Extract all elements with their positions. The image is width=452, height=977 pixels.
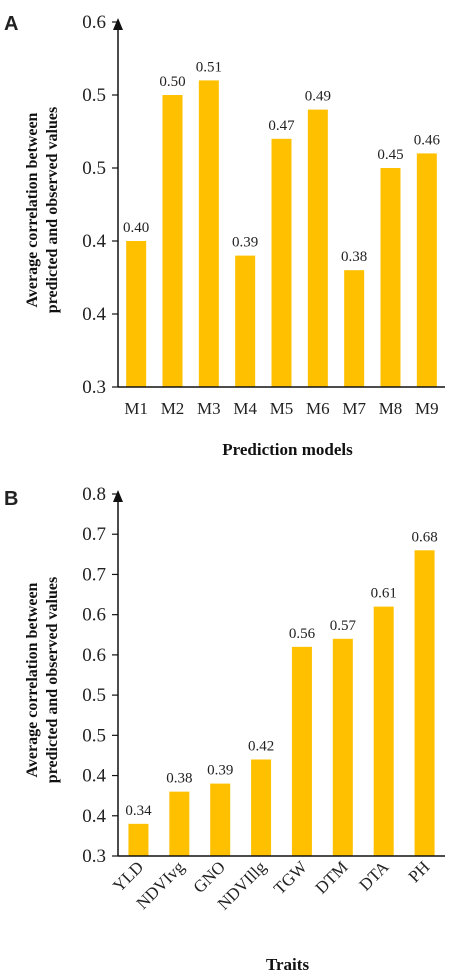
panel-a-bar <box>198 80 219 388</box>
panel-b-bar <box>332 638 353 856</box>
panel-b-y-tick-label: 0.4 <box>82 806 106 827</box>
panel-b: B Average correlation between predicted … <box>4 484 445 974</box>
panel-b-y-tick-label: 0.6 <box>82 605 106 626</box>
panel-b-y-axis-arrow <box>113 490 123 502</box>
panel-b-ylabel-line2: predicted and observed values <box>44 577 61 783</box>
panel-b-bar <box>210 783 231 856</box>
panel-b-y-tick-label: 0.4 <box>82 766 106 787</box>
panel-b-letter: B <box>4 488 18 510</box>
panel-b-data-label: 0.57 <box>330 618 357 634</box>
panel-b-bar <box>251 759 272 856</box>
panel-b-y-tick-label: 0.7 <box>82 524 106 545</box>
panel-a-data-label: 0.50 <box>159 74 185 90</box>
panel-b-y-ticks: 0.3 0.4 0.4 0.5 0.5 0.6 0.6 0.7 0.7 0.8 <box>82 484 118 867</box>
panel-b-bar <box>128 823 149 856</box>
panel-b-ylabel-line1: Average correlation between <box>24 582 41 777</box>
panel-a-y-tick-label: 0.3 <box>82 377 106 398</box>
panel-a-data-label: 0.40 <box>123 220 149 236</box>
panel-a-category-label: M7 <box>342 399 366 418</box>
panel-a-y-ticks: 0.3 0.4 0.4 0.5 0.5 0.6 <box>82 12 118 398</box>
panel-b-y-tick-label: 0.5 <box>82 725 106 746</box>
panel-a-bar <box>344 270 365 387</box>
panel-a-bar <box>126 241 147 387</box>
panel-a-data-label: 0.38 <box>341 249 367 265</box>
panel-a: A Average correlation between predicted … <box>4 12 445 459</box>
panel-a-category-label: M1 <box>124 399 148 418</box>
panel-a-y-tick-label: 0.6 <box>82 12 106 33</box>
panel-a-category-label: M3 <box>197 399 221 418</box>
panel-a-bar <box>235 255 256 387</box>
panel-a-data-labels: 0.40 0.50 0.51 0.39 0.47 0.49 0.38 0.45 0.46 <box>123 59 440 265</box>
panel-a-bar <box>271 138 292 387</box>
panel-b-data-label: 0.56 <box>289 626 316 642</box>
panel-a-data-label: 0.47 <box>268 118 295 134</box>
panel-a-bars <box>126 80 437 388</box>
panel-a-bar <box>416 153 437 387</box>
panel-a-y-tick-label: 0.4 <box>82 231 106 252</box>
panel-b-y-tick-label: 0.8 <box>82 484 106 505</box>
panel-b-category-label: DTM <box>311 857 351 897</box>
panel-b-category-label: TGW <box>270 857 311 898</box>
panel-b-category-label: PH <box>405 857 434 886</box>
panel-b-data-label: 0.68 <box>411 529 437 545</box>
panel-a-data-label: 0.45 <box>377 147 403 163</box>
panel-a-data-label: 0.46 <box>414 132 441 148</box>
panel-b-data-labels: 0.34 0.38 0.39 0.42 0.56 0.57 0.61 0.68 <box>125 529 437 819</box>
panel-b-bar <box>414 550 435 856</box>
panel-a-x-title: Prediction models <box>222 440 353 459</box>
panel-b-y-tick-label: 0.3 <box>82 846 106 867</box>
panel-b-bar <box>291 646 312 856</box>
panel-b-bar <box>169 791 190 856</box>
panel-a-category-label: M6 <box>306 399 330 418</box>
panel-b-data-label: 0.39 <box>207 763 233 779</box>
panel-b-data-label: 0.61 <box>371 586 397 602</box>
panel-a-bar <box>162 95 183 387</box>
panel-a-y-tick-label: 0.5 <box>82 158 106 179</box>
panel-b-ylabel: Average correlation between predicted an… <box>24 577 61 783</box>
panel-a-category-label: M2 <box>161 399 185 418</box>
panel-b-category-label: DTA <box>355 857 393 895</box>
panel-a-category-label: M8 <box>379 399 403 418</box>
panel-b-data-label: 0.38 <box>166 771 192 787</box>
panel-b-bars <box>128 550 435 856</box>
panel-a-ylabel-line2: predicted and observed values <box>44 107 61 313</box>
panel-a-data-label: 0.49 <box>305 89 331 105</box>
panel-b-data-label: 0.34 <box>125 803 152 819</box>
panel-b-x-title: Traits <box>266 955 310 974</box>
panel-a-category-labels: M1 M2 M3 M4 M5 M6 M7 M8 M9 <box>124 399 438 418</box>
panel-a-ylabel-line1: Average correlation between <box>24 112 41 307</box>
panel-b-y-tick-label: 0.6 <box>82 645 106 666</box>
panel-a-letter: A <box>4 13 18 35</box>
panel-a-category-label: M4 <box>233 399 257 418</box>
panel-a-ylabel: Average correlation between predicted an… <box>24 107 61 313</box>
panel-a-data-label: 0.39 <box>232 235 258 251</box>
panel-b-y-tick-label: 0.5 <box>82 685 106 706</box>
panel-a-category-label: M5 <box>270 399 294 418</box>
panel-a-category-label: M9 <box>415 399 439 418</box>
panel-a-bar <box>307 109 328 387</box>
panel-a-y-tick-label: 0.5 <box>82 85 106 106</box>
panel-b-data-label: 0.42 <box>248 738 274 754</box>
panel-a-bar <box>380 168 401 387</box>
panel-a-y-axis-arrow <box>113 18 123 30</box>
panel-b-bar <box>373 606 394 856</box>
panel-b-y-tick-label: 0.7 <box>82 564 106 585</box>
panel-a-data-label: 0.51 <box>196 59 222 75</box>
panel-a-y-tick-label: 0.4 <box>82 304 106 325</box>
